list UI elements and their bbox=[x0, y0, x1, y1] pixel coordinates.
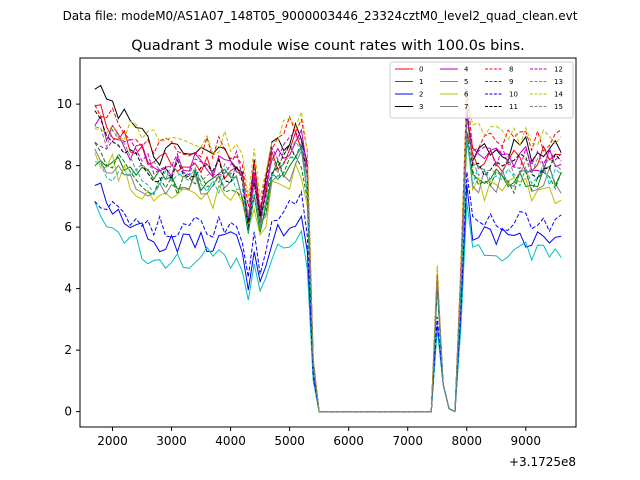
series-line-14 bbox=[94, 94, 562, 413]
legend-label: 5 bbox=[464, 78, 468, 86]
legend-label: 1 bbox=[419, 78, 423, 86]
legend-label: 14 bbox=[554, 91, 563, 99]
legend-label: 0 bbox=[419, 66, 423, 74]
legend-label: 8 bbox=[509, 66, 513, 74]
series-line-10 bbox=[94, 171, 562, 413]
y-tick-label: 10 bbox=[57, 97, 72, 111]
legend-label: 7 bbox=[464, 103, 468, 111]
y-tick-label: 2 bbox=[64, 343, 72, 357]
series-line-12 bbox=[94, 107, 562, 413]
x-tick-label: 7000 bbox=[392, 434, 423, 448]
chart-suptitle: Data file: modeM0/AS1A07_148T05_90000034… bbox=[63, 9, 578, 23]
x-tick-label: 4000 bbox=[215, 434, 246, 448]
legend-label: 12 bbox=[554, 66, 563, 74]
plot-frame bbox=[79, 57, 577, 428]
legend-label: 9 bbox=[509, 78, 513, 86]
x-tick-label: 6000 bbox=[333, 434, 364, 448]
series-layer bbox=[94, 84, 562, 413]
x-tick-label: 9000 bbox=[511, 434, 542, 448]
legend-label: 4 bbox=[464, 66, 469, 74]
y-tick-label: 4 bbox=[64, 282, 72, 296]
y-axis: 0 2 4 6 8 10 bbox=[57, 97, 80, 419]
legend-label: 15 bbox=[554, 103, 563, 111]
y-tick-label: 0 bbox=[64, 405, 72, 419]
y-tick-label: 6 bbox=[64, 220, 72, 234]
series-line-11 bbox=[94, 107, 562, 413]
series-line-4 bbox=[94, 115, 562, 413]
legend-label: 13 bbox=[554, 78, 563, 86]
x-offset-label: +3.1725e8 bbox=[509, 455, 576, 469]
x-axis: 2000 3000 4000 5000 6000 7000 8000 9000 bbox=[97, 427, 541, 448]
series-line-2 bbox=[94, 182, 562, 413]
legend-label: 11 bbox=[509, 103, 518, 111]
x-tick-label: 5000 bbox=[274, 434, 305, 448]
x-tick-label: 3000 bbox=[156, 434, 187, 448]
chart-title: Quadrant 3 module wise count rates with … bbox=[131, 38, 525, 54]
legend-label: 3 bbox=[419, 103, 423, 111]
legend-label: 6 bbox=[464, 91, 469, 99]
x-tick-label: 8000 bbox=[451, 434, 482, 448]
legend-label: 10 bbox=[509, 91, 518, 99]
legend-label: 2 bbox=[419, 91, 423, 99]
series-line-15 bbox=[94, 119, 562, 413]
legend-frame bbox=[389, 61, 574, 119]
series-line-13 bbox=[94, 137, 562, 413]
x-tick-label: 2000 bbox=[97, 434, 128, 448]
y-tick-label: 8 bbox=[64, 159, 72, 173]
